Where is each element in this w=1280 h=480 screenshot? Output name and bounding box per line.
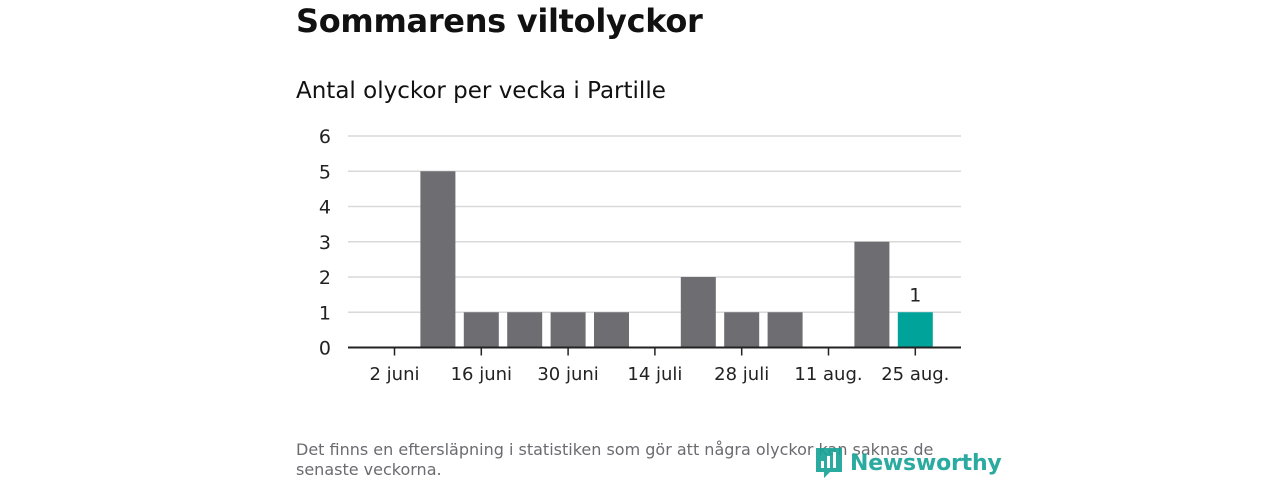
bar — [680, 277, 716, 348]
bar — [854, 241, 890, 348]
newsworthy-logo: Newsworthy — [814, 446, 1002, 480]
bar — [594, 312, 629, 348]
y-tick-label: 4 — [319, 197, 331, 219]
y-tick-label: 0 — [319, 338, 331, 360]
y-tick-label: 1 — [319, 302, 331, 324]
y-tick-label: 6 — [319, 126, 331, 148]
bar — [507, 312, 543, 348]
data-label: 1 — [909, 284, 921, 306]
bars — [348, 171, 961, 349]
x-tick-label: 11 aug. — [794, 364, 862, 385]
bar — [550, 312, 586, 348]
x-tick-label: 2 juni — [370, 364, 420, 385]
y-tick-label: 2 — [319, 267, 331, 289]
y-axis-ticks: 0 1 2 3 4 5 6 — [319, 126, 331, 360]
bar — [767, 312, 803, 348]
y-tick-label: 5 — [319, 161, 331, 183]
chart-title: Sommarens viltolyckor — [296, 2, 703, 40]
chart-subtitle: Antal olyckor per vecka i Partille — [296, 78, 666, 104]
bar-highlighted — [897, 312, 933, 348]
bar-chart: 0 1 2 3 4 5 6 2 juni 16 juni 30 juni 14 juli 28 ju… — [319, 126, 961, 385]
x-tick-label: 16 juni — [451, 364, 512, 385]
y-tick-label: 3 — [319, 232, 331, 254]
bar — [463, 312, 499, 348]
bar — [420, 171, 456, 348]
bar — [724, 312, 760, 348]
data-labels: 1 — [909, 284, 921, 306]
x-tick-label: 30 juni — [537, 364, 598, 385]
x-tick-label: 25 aug. — [881, 364, 949, 385]
x-tick-label: 28 juli — [714, 364, 769, 385]
newsworthy-logo-text: Newsworthy — [850, 450, 1002, 476]
x-axis-ticks: 2 juni 16 juni 30 juni 14 juli 28 juli 11 aug… — [370, 347, 949, 385]
x-tick-label: 14 juli — [627, 364, 682, 385]
footnote: Det finns en eftersläpning i statistiken… — [296, 440, 934, 479]
newsworthy-logo-icon — [816, 448, 842, 478]
